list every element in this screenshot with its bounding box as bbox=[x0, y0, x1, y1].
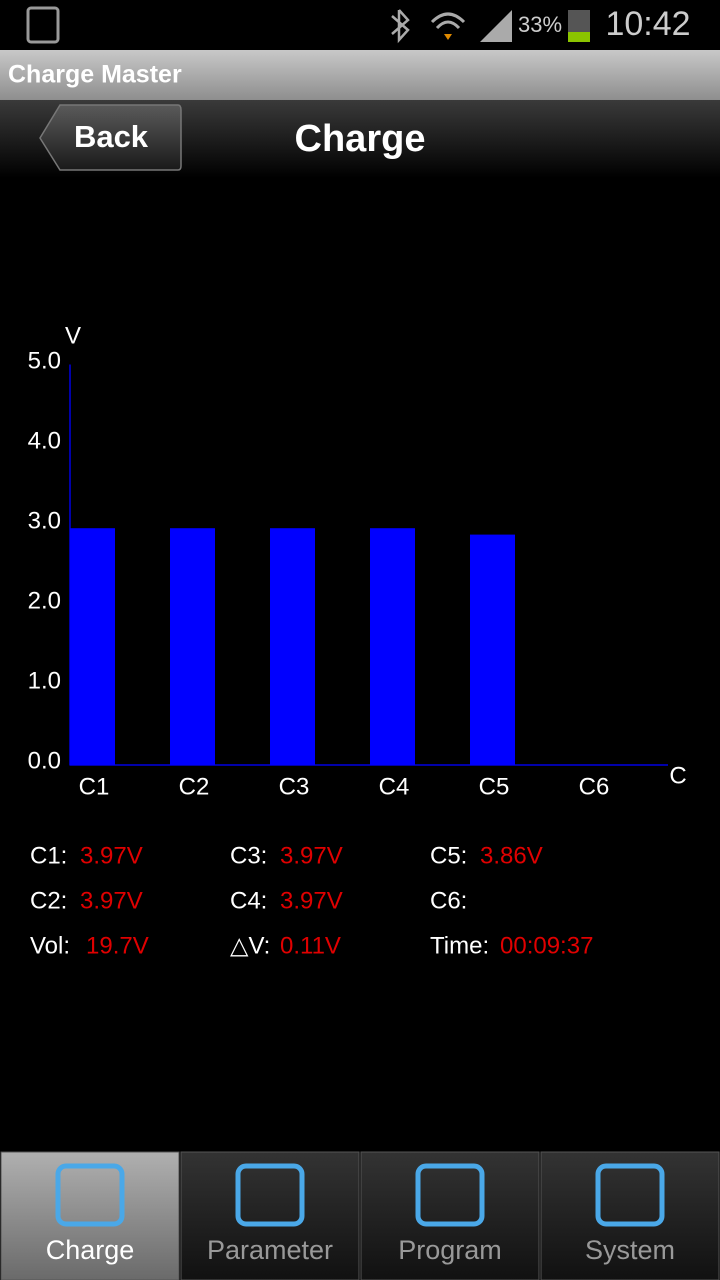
back-label[interactable]: Back bbox=[74, 119, 149, 154]
reading-value: 3.97V bbox=[280, 842, 343, 869]
x-tick-label: C2 bbox=[179, 773, 210, 800]
sd-icon bbox=[26, 6, 60, 44]
reading-value: 00:09:37 bbox=[500, 932, 593, 959]
tab-label[interactable]: Parameter bbox=[207, 1235, 333, 1265]
tab-bar: Charge Parameter Program System bbox=[0, 1151, 720, 1280]
bar bbox=[370, 528, 415, 765]
bluetooth-icon bbox=[391, 9, 410, 44]
tab-icon[interactable] bbox=[595, 1163, 665, 1227]
reading-label: C6: bbox=[430, 887, 467, 914]
tab[interactable] bbox=[0, 1151, 180, 1280]
reading-label: C1: bbox=[30, 842, 67, 869]
x-tick-label: C1 bbox=[79, 773, 110, 800]
battery-level bbox=[568, 32, 590, 42]
wifi-arrow bbox=[444, 34, 452, 40]
wifi-icon bbox=[430, 12, 466, 30]
reading-value: 3.97V bbox=[80, 887, 143, 914]
y-tick-label: 2.0 bbox=[28, 587, 61, 614]
reading-label: Vol: bbox=[30, 932, 70, 959]
reading-value: 3.86V bbox=[480, 842, 543, 869]
tab[interactable] bbox=[540, 1151, 720, 1280]
clock: 10:42 bbox=[605, 5, 690, 43]
title-bar bbox=[0, 50, 720, 100]
reading-label: △V: bbox=[230, 932, 270, 959]
y-tick-label: 3.0 bbox=[28, 507, 61, 534]
y-tick-label: 4.0 bbox=[28, 427, 61, 454]
tab-label[interactable]: Program bbox=[398, 1235, 502, 1265]
x-tick-label: C5 bbox=[479, 773, 510, 800]
chart: V C 0.0 1.0 2.0 3.0 4.0 5.0 C1 C2 C3 C4 C5 C6 bbox=[28, 322, 687, 800]
tab[interactable] bbox=[180, 1151, 360, 1280]
bar bbox=[470, 534, 515, 765]
status-bar bbox=[0, 0, 720, 50]
readings: C1: 3.97V C3: 3.97V C5: 3.86V C2: 3.97V C4: 3.97V… bbox=[30, 842, 593, 959]
signal-icon bbox=[480, 10, 512, 42]
reading-value: 19.7V bbox=[86, 932, 149, 959]
reading-label: C5: bbox=[430, 842, 467, 869]
reading-label: C2: bbox=[30, 887, 67, 914]
x-axis-label: C bbox=[669, 762, 686, 789]
x-tick-label: C4 bbox=[379, 773, 410, 800]
reading-value: 3.97V bbox=[280, 887, 343, 914]
y-tick-label: 0.0 bbox=[28, 747, 61, 774]
y-tick-label: 1.0 bbox=[28, 667, 61, 694]
battery-percent: 33% bbox=[518, 12, 562, 37]
reading-value: 0.11V bbox=[280, 932, 341, 959]
page-title: Charge bbox=[295, 118, 426, 160]
bar bbox=[170, 528, 215, 765]
reading-value: 3.97V bbox=[80, 842, 143, 869]
y-tick-label: 5.0 bbox=[28, 347, 61, 374]
bar bbox=[270, 528, 315, 765]
reading-label: C4: bbox=[230, 887, 267, 914]
tab-icon[interactable] bbox=[235, 1163, 305, 1227]
x-tick-label: C3 bbox=[279, 773, 310, 800]
bar bbox=[70, 528, 115, 765]
x-tick-label: C6 bbox=[579, 773, 610, 800]
tab[interactable] bbox=[360, 1151, 540, 1280]
tab-label[interactable]: Charge bbox=[46, 1235, 135, 1265]
app-title: Charge Master bbox=[8, 61, 182, 89]
tab-icon[interactable] bbox=[55, 1163, 125, 1227]
back-button[interactable] bbox=[39, 104, 182, 171]
tab-label[interactable]: System bbox=[585, 1235, 675, 1265]
tab-icon[interactable] bbox=[415, 1163, 485, 1227]
reading-label: Time: bbox=[430, 932, 489, 959]
reading-label: C3: bbox=[230, 842, 267, 869]
y-axis-label: V bbox=[65, 322, 81, 349]
